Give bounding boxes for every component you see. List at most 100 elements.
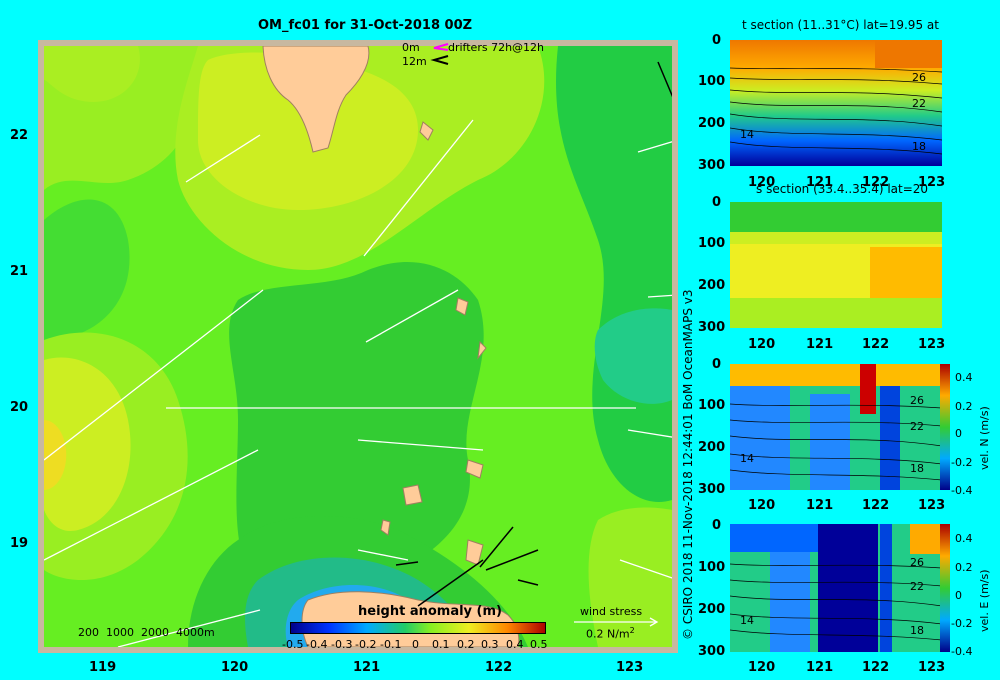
drifter-legend-label: drifters 72h@12h	[448, 41, 545, 54]
colorbar-label: 0.1	[432, 638, 450, 651]
lon-tick: 120	[748, 175, 776, 190]
contour-label: 14	[740, 452, 754, 465]
contour-label: 18	[910, 624, 924, 637]
lon-tick: 121	[806, 498, 834, 513]
lat-tick: 21	[10, 264, 29, 279]
lon-tick: 123	[918, 498, 946, 513]
wind-stress-scale-arrow	[574, 617, 659, 627]
depth-tick: 300	[698, 482, 726, 497]
lon-tick: 123	[616, 660, 644, 675]
vel-tick: 0.2	[955, 400, 973, 413]
vel-tick: 0	[955, 427, 962, 440]
lon-tick: 122	[862, 498, 890, 513]
drifter-depth-0: 0m	[402, 41, 420, 54]
vel-tick: 0.4	[955, 371, 973, 384]
land-island	[477, 340, 487, 360]
contour-label: 18	[912, 140, 926, 153]
colorbar-label: -0.5	[282, 638, 304, 651]
colorbar-label: 0	[412, 638, 419, 651]
map-title: OM_fc01 for 31-Oct-2018 00Z	[258, 18, 473, 33]
vel-tick: 0.4	[955, 532, 973, 545]
lon-tick: 120	[748, 498, 776, 513]
velocity-east-section	[730, 524, 942, 652]
depth-tick: 100	[698, 560, 726, 575]
lon-tick: 122	[862, 175, 890, 190]
depth-tick: 0	[712, 33, 722, 48]
lat-tick: 19	[10, 536, 29, 551]
lon-tick: 123	[918, 175, 946, 190]
velocity-north-section	[730, 364, 942, 490]
drifter-legend-icon	[430, 43, 449, 65]
depth-tick: 0	[712, 518, 722, 533]
contour-label: 26	[910, 394, 924, 407]
depth-tick: 0	[712, 357, 722, 372]
lon-tick: 120	[221, 660, 249, 675]
depth-tick: 300	[698, 158, 726, 173]
colorbar-label: -0.3	[331, 638, 353, 651]
land-island	[465, 539, 484, 566]
anomaly-contour-region	[44, 199, 130, 340]
anomaly-contour-region	[588, 507, 672, 647]
vel-tick: -0.2	[951, 617, 973, 630]
contour-label: 14	[740, 128, 754, 141]
anomaly-contour-region	[44, 46, 140, 102]
lat-tick: 20	[10, 400, 29, 415]
lat-tick: 22	[10, 128, 29, 143]
drifter-tracks	[395, 61, 672, 607]
contour-label: 14	[740, 614, 754, 627]
lon-tick: 123	[918, 337, 946, 352]
section-title: t section (11..31°C) lat=19.95 at	[742, 18, 939, 32]
wind-stress-scale: 0.2 N/m2	[586, 626, 635, 641]
colorbar-label: -0.4	[306, 638, 328, 651]
colorbar-label: 0.5	[530, 638, 548, 651]
contour-label: 22	[910, 420, 924, 433]
land-island	[402, 484, 423, 506]
lon-tick: 121	[806, 660, 834, 675]
depth-tick: 200	[698, 116, 726, 131]
section-title: s section (33.4..35.4) lat=20	[756, 182, 929, 196]
velocity-east-colorbar	[940, 524, 950, 652]
colorbar-label: 0.2	[457, 638, 475, 651]
depth-tick: 200	[698, 602, 726, 617]
depth-tick: 100	[698, 74, 726, 89]
lon-tick: 121	[353, 660, 381, 675]
velocity-north-colorbar	[940, 364, 950, 490]
height-anomaly-colorbar	[290, 622, 546, 634]
vel-tick: 0.2	[955, 561, 973, 574]
wind-stress-vectors	[44, 119, 672, 647]
colorbar-label: -0.1	[380, 638, 402, 651]
anomaly-contour-region	[594, 308, 672, 404]
anomaly-contour-region	[229, 261, 484, 594]
contour-label: 18	[910, 462, 924, 475]
depth-tick: 0	[712, 195, 722, 210]
lon-tick: 121	[806, 337, 834, 352]
depth-tick: 200	[698, 278, 726, 293]
colorbar-label: -0.2	[355, 638, 377, 651]
anomaly-contour-region	[44, 357, 131, 531]
depth-tick: 300	[698, 320, 726, 335]
colorbar-title: height anomaly (m)	[358, 604, 502, 619]
bathymetry-contour-legend: 200 1000 2000 4000m	[78, 626, 215, 639]
depth-tick: 100	[698, 236, 726, 251]
vel-label: vel. N (m/s)	[978, 406, 991, 470]
temperature-section	[730, 40, 942, 166]
depth-tick: 200	[698, 440, 726, 455]
vel-label: vel. E (m/s)	[978, 569, 991, 632]
isotherm-lines	[730, 67, 942, 155]
vel-tick: -0.4	[951, 484, 973, 497]
lon-tick: 123	[918, 660, 946, 675]
land-taiwan	[262, 46, 370, 153]
land-island	[380, 519, 391, 536]
contour-label: 22	[912, 97, 926, 110]
contour-label: 26	[910, 556, 924, 569]
wind-stress-label: wind stress	[580, 605, 643, 618]
lon-tick: 122	[485, 660, 513, 675]
colorbar-label: 0.3	[481, 638, 499, 651]
depth-tick: 300	[698, 644, 726, 659]
depth-tick: 100	[698, 398, 726, 413]
vel-tick: 0	[955, 589, 962, 602]
height-anomaly-map	[38, 40, 678, 653]
lon-tick: 120	[748, 660, 776, 675]
vel-tick: -0.2	[951, 456, 973, 469]
credit-text: © CSIRO 2018 11-Nov-2018 12:44:01 BoM Oc…	[681, 289, 695, 640]
